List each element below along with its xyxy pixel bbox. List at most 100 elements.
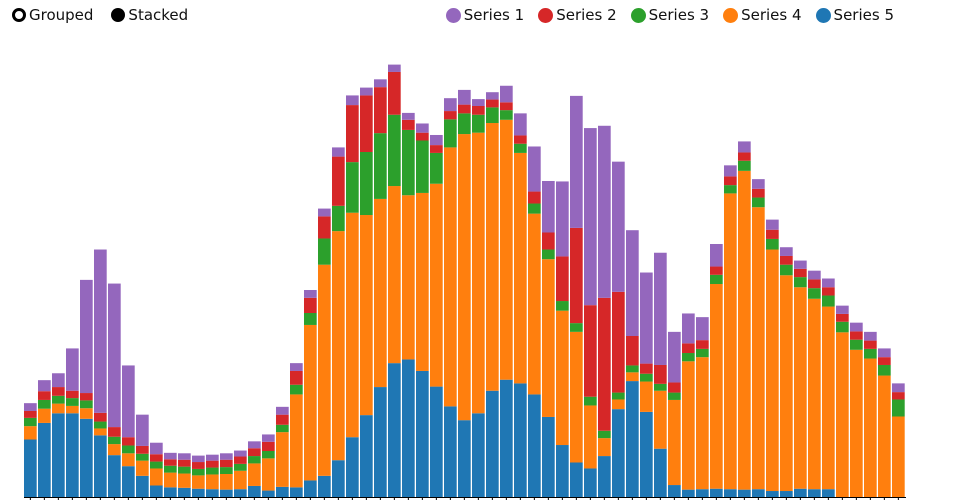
bar-series-1-45 <box>640 272 653 364</box>
bar-series-4-50 <box>710 284 723 489</box>
bar-series-2-46 <box>654 364 667 384</box>
bar-series-3-18 <box>262 451 275 459</box>
bar-series-1-9 <box>136 414 149 446</box>
bar-series-1-43 <box>612 161 625 292</box>
bar-series-2-23 <box>332 156 345 206</box>
bar-series-4-2 <box>38 408 51 423</box>
bar-series-3-51 <box>724 185 737 194</box>
bar-series-4-31 <box>444 147 457 407</box>
bar-series-5-32 <box>458 420 471 497</box>
bar-series-1-47 <box>668 331 681 383</box>
bar-series-5-33 <box>472 413 485 497</box>
bar-series-5-17 <box>248 485 261 497</box>
bar-series-5-1 <box>24 439 37 497</box>
bar-series-1-13 <box>192 455 205 463</box>
legend-swatch-series-4 <box>723 7 739 23</box>
bar-series-4-36 <box>514 152 527 384</box>
bar-series-4-62 <box>878 375 891 497</box>
bar-series-4-34 <box>486 123 499 391</box>
bar-series-5-30 <box>430 386 443 497</box>
bar-series-4-39 <box>556 310 569 446</box>
stacked-radio[interactable]: Stacked <box>111 6 188 24</box>
bar-series-4-1 <box>24 426 37 440</box>
bar-series-2-32 <box>458 104 471 114</box>
bar-series-3-20 <box>290 384 303 395</box>
bar-series-4-5 <box>80 408 93 419</box>
bar-series-4-63 <box>892 416 905 497</box>
bar-series-4-23 <box>332 231 345 461</box>
bar-series-2-53 <box>752 188 765 198</box>
bar-series-3-55 <box>780 264 793 276</box>
bar-series-3-8 <box>122 445 135 454</box>
bar-series-5-55 <box>780 491 793 497</box>
legend-item-series-3: Series 3 <box>630 6 709 24</box>
bar-series-3-38 <box>542 249 555 260</box>
bar-series-4-10 <box>150 468 163 486</box>
bar-series-5-18 <box>262 490 275 497</box>
bar-series-2-7 <box>108 427 121 437</box>
bar-series-5-40 <box>570 462 583 497</box>
bar-series-5-2 <box>38 422 51 497</box>
stacked-radio-icon[interactable] <box>111 8 126 22</box>
legend-swatch-series-1 <box>445 7 461 23</box>
bar-series-1-25 <box>360 87 373 96</box>
bar-series-4-49 <box>696 357 709 490</box>
bar-series-5-27 <box>388 363 401 497</box>
bar-series-1-18 <box>262 434 275 442</box>
bar-series-2-30 <box>430 145 443 153</box>
bar-series-2-16 <box>234 456 247 464</box>
bar-series-3-23 <box>332 205 345 232</box>
bar-series-3-45 <box>640 373 653 382</box>
bar-series-1-29 <box>416 123 429 133</box>
bar-series-4-22 <box>318 264 331 476</box>
grouped-radio[interactable]: Grouped <box>12 6 93 24</box>
bar-series-4-51 <box>724 193 737 490</box>
bar-series-1-63 <box>892 383 905 393</box>
bar-series-5-20 <box>290 487 303 497</box>
bar-series-2-29 <box>416 132 429 141</box>
bar-series-5-35 <box>500 379 513 497</box>
bar-series-3-31 <box>444 119 457 148</box>
bar-series-5-5 <box>80 418 93 497</box>
grouped-radio-icon[interactable] <box>12 8 26 22</box>
bar-series-3-33 <box>472 114 485 133</box>
bar-series-1-36 <box>514 113 527 136</box>
bar-series-4-58 <box>822 306 835 490</box>
bar-series-5-14 <box>206 489 219 497</box>
bar-series-2-35 <box>500 102 513 111</box>
bar-series-2-49 <box>696 340 709 349</box>
bar-series-1-1 <box>24 403 37 411</box>
bar-series-4-8 <box>122 453 135 467</box>
bar-series-3-19 <box>276 424 289 433</box>
bar-series-4-13 <box>192 475 205 489</box>
bar-series-3-26 <box>374 133 387 199</box>
bar-series-3-29 <box>416 140 429 193</box>
bar-series-3-12 <box>178 466 191 474</box>
bar-series-2-62 <box>878 357 891 365</box>
bar-series-2-4 <box>66 390 79 399</box>
bar-series-5-48 <box>682 489 695 497</box>
bar-series-4-18 <box>262 458 275 491</box>
bar-series-2-39 <box>556 256 569 302</box>
bar-series-4-17 <box>248 463 261 486</box>
bar-series-4-35 <box>500 119 513 380</box>
bar-series-1-57 <box>808 270 821 280</box>
bar-series-1-34 <box>486 92 499 100</box>
bar-series-2-19 <box>276 414 289 425</box>
bar-series-5-42 <box>598 456 611 497</box>
bar-series-4-15 <box>220 474 233 490</box>
bar-series-4-38 <box>542 259 555 417</box>
bar-series-1-37 <box>528 146 541 192</box>
bar-series-2-3 <box>52 387 65 396</box>
bar-series-4-11 <box>164 472 177 488</box>
bar-series-3-28 <box>402 129 415 196</box>
bar-series-5-57 <box>808 489 821 497</box>
bar-series-3-24 <box>346 162 359 213</box>
bar-series-1-49 <box>696 317 709 341</box>
bar-series-1-10 <box>150 442 163 455</box>
legend-label-series-4: Series 4 <box>741 6 802 24</box>
bar-series-5-4 <box>66 413 79 497</box>
legend-item-series-5: Series 5 <box>815 6 894 24</box>
bar-series-1-52 <box>738 141 751 153</box>
